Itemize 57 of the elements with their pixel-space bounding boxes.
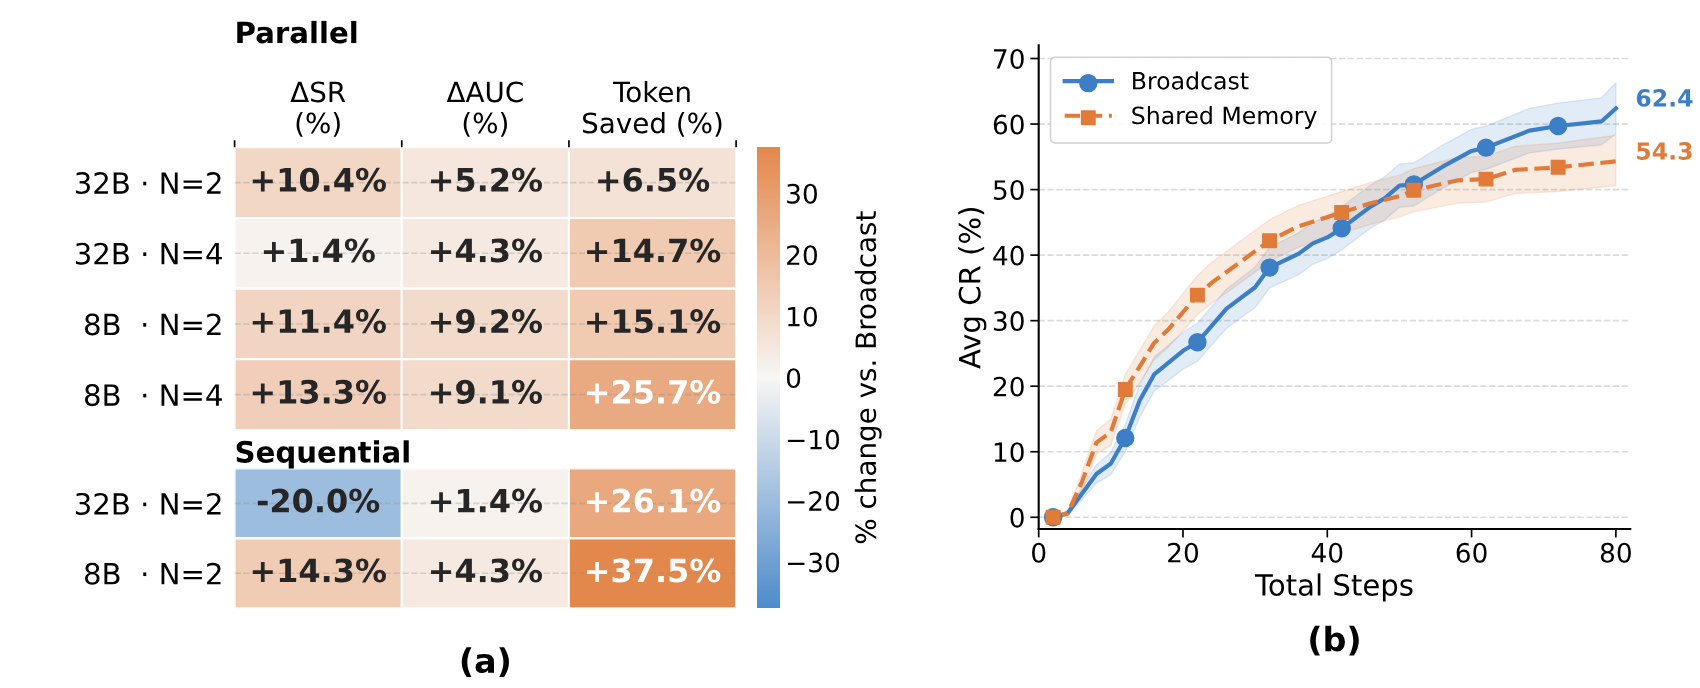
- color-bar-label: 10: [788, 306, 817, 327]
- data-label: +26.1%: [587, 488, 721, 513]
- x-tick-label: ΔSR (%): [290, 81, 346, 137]
- text: (b): [1310, 625, 1359, 656]
- text: (a): [461, 647, 509, 678]
- color-bar-label: 20: [787, 245, 817, 266]
- x-tick-label: 60: [1456, 542, 1487, 563]
- data-label: +4.3%: [431, 558, 543, 583]
- color-bar-label: −30: [787, 552, 840, 573]
- x-tick-label: Token Saved (%): [582, 80, 722, 137]
- data-label: +5.2%: [431, 167, 543, 192]
- color-bar-label: −20: [787, 491, 840, 512]
- y-tick-label: 32B · N=2: [75, 492, 221, 515]
- y-tick-label: 50: [993, 180, 1024, 200]
- y-tick-label: 8B · N=2: [85, 313, 221, 336]
- data-label: +9.2%: [431, 309, 543, 334]
- x-tick-label: 0: [1032, 542, 1046, 563]
- y-tick-label: 70: [994, 48, 1024, 69]
- x-tick-label: 80: [1600, 542, 1631, 563]
- y-axis-title: Avg CR (%): [958, 207, 987, 369]
- data-label: +15.1%: [587, 309, 721, 334]
- data-label: +1.4%: [431, 488, 543, 513]
- data-label: +10.4%: [252, 167, 386, 192]
- annotation: 62.4: [1636, 88, 1693, 107]
- x-axis-title: Total Steps: [1254, 573, 1413, 602]
- x-tick-label: 40: [1311, 542, 1343, 563]
- y-tick-label: 32B · N=2: [75, 172, 221, 195]
- color-bar-label: 30: [787, 183, 817, 204]
- y-tick-label: 8B · N=4: [85, 384, 222, 407]
- color-bar-label: 0: [786, 368, 801, 389]
- x-tick-label: 20: [1168, 542, 1199, 563]
- data-label: +25.7%: [587, 379, 721, 404]
- y-tick-label: 40: [993, 245, 1024, 266]
- data-label: -20.0%: [257, 488, 380, 513]
- chart-title: Sequential: [236, 440, 409, 469]
- color-bar-label: −10: [787, 429, 840, 450]
- color-bar-title: % change vs. Broadcast: [854, 211, 882, 544]
- data-label: +14.3%: [252, 558, 386, 583]
- y-tick-label: 0: [1010, 507, 1024, 528]
- data-label: +9.1%: [431, 379, 543, 404]
- data-label: +13.3%: [252, 379, 386, 404]
- legend-label: Broadcast: [1133, 71, 1249, 90]
- chart-title: Parallel: [237, 20, 357, 44]
- y-tick-label: 8B · N=2: [85, 562, 221, 585]
- annotation: 54.3: [1637, 142, 1692, 160]
- data-label: +14.7%: [587, 238, 721, 263]
- data-label: +1.4%: [263, 238, 375, 263]
- data-label: +6.5%: [598, 167, 710, 192]
- y-tick-label: 32B · N=4: [75, 242, 222, 265]
- legend-label: Shared Memory: [1132, 106, 1317, 129]
- y-tick-label: 30: [993, 311, 1024, 332]
- y-tick-label: 20: [993, 376, 1024, 397]
- x-tick-label: ΔAUC (%): [446, 81, 523, 137]
- y-tick-label: 10: [994, 442, 1024, 463]
- data-label: +37.5%: [587, 558, 721, 583]
- data-label: +4.3%: [431, 238, 543, 263]
- data-label: +11.4%: [252, 309, 386, 334]
